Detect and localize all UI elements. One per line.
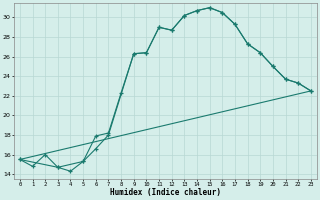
X-axis label: Humidex (Indice chaleur): Humidex (Indice chaleur) (110, 188, 221, 197)
